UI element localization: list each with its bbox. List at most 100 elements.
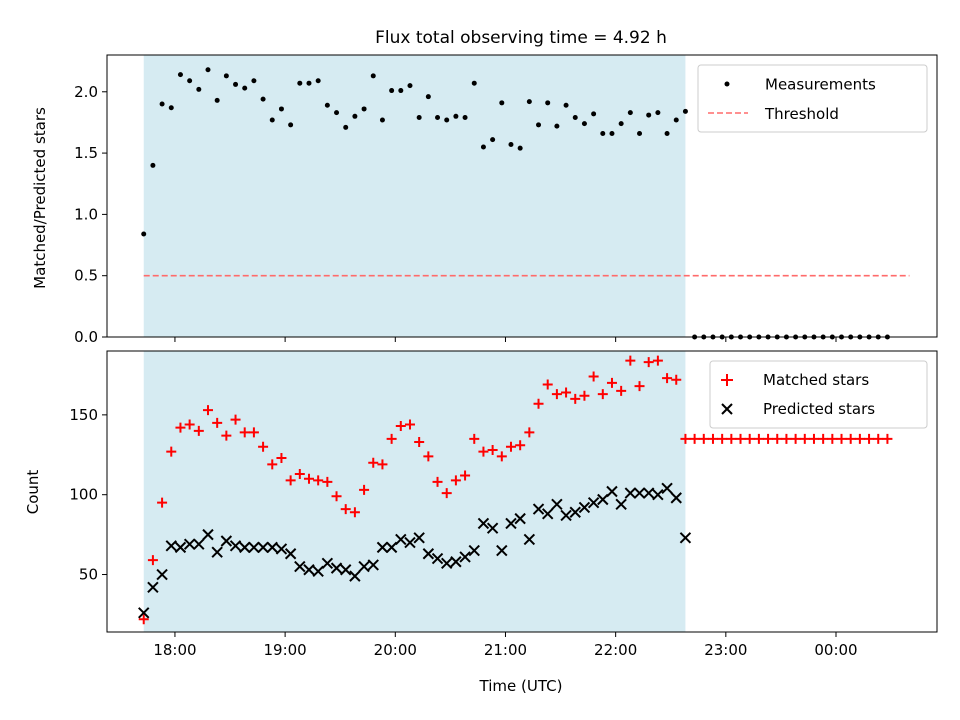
x-tick-label: 23:00 <box>704 641 747 659</box>
matched-star-point <box>258 441 269 452</box>
measurement-point <box>618 121 624 127</box>
matched-star-point <box>267 459 278 470</box>
measurement-point <box>462 115 468 121</box>
measurement-point <box>453 113 459 119</box>
bottom-observing-region <box>143 351 686 632</box>
measurement-point <box>187 78 193 84</box>
predicted-star-point <box>239 541 251 554</box>
predicted-star-point <box>220 535 233 547</box>
measurement-point <box>343 124 349 130</box>
matched-star-point <box>212 417 223 428</box>
predicted-star-point <box>312 565 324 578</box>
predicted-star-point <box>578 501 591 514</box>
measurement-point <box>609 130 615 136</box>
predicted-star-point <box>523 533 536 546</box>
predicted-star-point <box>496 544 508 557</box>
measurement-point <box>471 80 477 86</box>
predicted-star-point <box>303 564 315 576</box>
measurement-point <box>444 117 450 123</box>
predicted-star-point <box>477 517 490 530</box>
measurement-point <box>581 121 587 127</box>
bottom-panel: 50 100 150 18:00 19:00 20:00 21:00 22:00 23:00 00… <box>24 350 938 695</box>
predicted-star-point <box>615 498 627 510</box>
matched-star-point <box>561 387 572 398</box>
bottom-plot-frame <box>106 350 938 633</box>
measurement-point <box>306 80 312 86</box>
bottom-y-tick-label: 100 <box>69 486 98 504</box>
measurement-point <box>499 100 505 106</box>
predicted-star-point <box>349 570 361 582</box>
matched-star-point <box>579 390 590 401</box>
predicted-star-point <box>560 509 572 522</box>
matched-star-point <box>744 433 755 444</box>
predicted-star-point <box>422 548 435 560</box>
predicted-star-point <box>679 532 692 544</box>
bottom-legend: Matched stars Predicted stars <box>709 360 928 429</box>
legend-measurements-label: Measurements <box>765 76 876 94</box>
measurement-point <box>168 105 174 111</box>
predicted-star-point <box>294 560 306 573</box>
top-legend: Measurements Threshold <box>697 64 928 133</box>
top-observing-region <box>143 55 686 337</box>
legend-matched-label: Matched stars <box>763 371 869 389</box>
matched-star-point <box>460 470 471 481</box>
top-y-tick-label: 0.0 <box>74 328 98 346</box>
measurement-point <box>242 85 248 91</box>
matched-star-point <box>671 374 682 385</box>
predicted-star-point <box>450 556 462 568</box>
measurement-point <box>352 113 358 119</box>
measurement-point <box>682 108 688 114</box>
measurement-point <box>480 144 486 150</box>
matched-star-point <box>882 433 893 444</box>
measurement-point <box>389 88 395 94</box>
x-tick-label: 21:00 <box>484 641 527 659</box>
measurement-point <box>288 122 294 128</box>
matched-star-point <box>763 433 774 444</box>
predicted-stars-points <box>138 482 692 619</box>
predicted-star-point <box>624 487 637 499</box>
matched-star-point <box>175 422 186 433</box>
matched-star-point <box>790 433 801 444</box>
predicted-star-point <box>257 541 269 554</box>
matched-star-point <box>157 497 168 508</box>
matched-star-point <box>836 433 847 444</box>
top-legend-box <box>697 64 928 133</box>
measurement-point <box>223 73 229 79</box>
chart-title: Flux total observing time = 4.92 h <box>375 28 667 48</box>
matched-star-point <box>818 433 829 444</box>
predicted-star-point <box>321 557 334 570</box>
measurement-point <box>361 106 367 112</box>
matched-star-point <box>248 427 259 438</box>
matched-star-point <box>680 433 691 444</box>
matched-star-point <box>873 433 884 444</box>
matched-star-point <box>276 452 287 463</box>
top-y-tick-label: 2.0 <box>74 83 98 101</box>
matched-star-point <box>597 389 608 400</box>
measurement-point <box>545 100 551 106</box>
measurement-point <box>435 115 441 121</box>
predicted-star-point <box>413 532 425 544</box>
matched-star-point <box>239 427 250 438</box>
bottom-shaded-region <box>143 351 686 632</box>
predicted-star-point <box>542 508 554 520</box>
matched-star-point <box>478 446 489 457</box>
matched-star-point <box>643 357 654 368</box>
matched-star-point <box>662 373 673 384</box>
matched-star-point <box>184 419 195 430</box>
matched-star-point <box>616 385 627 396</box>
matched-star-point <box>496 451 507 462</box>
matched-star-point <box>781 433 792 444</box>
predicted-star-point <box>597 493 609 506</box>
bottom-y-tick-label: 50 <box>79 566 98 584</box>
matched-star-point <box>349 507 360 518</box>
measurement-point <box>260 96 266 102</box>
predicted-star-point <box>486 522 499 534</box>
matched-star-point <box>469 433 480 444</box>
x-tick-label: 19:00 <box>264 641 307 659</box>
measurement-point <box>315 78 321 84</box>
matched-star-point <box>450 475 461 486</box>
matched-star-point <box>827 433 838 444</box>
legend-matched-marker <box>721 374 733 386</box>
matched-star-point <box>625 355 636 366</box>
predicted-star-point <box>211 546 223 558</box>
